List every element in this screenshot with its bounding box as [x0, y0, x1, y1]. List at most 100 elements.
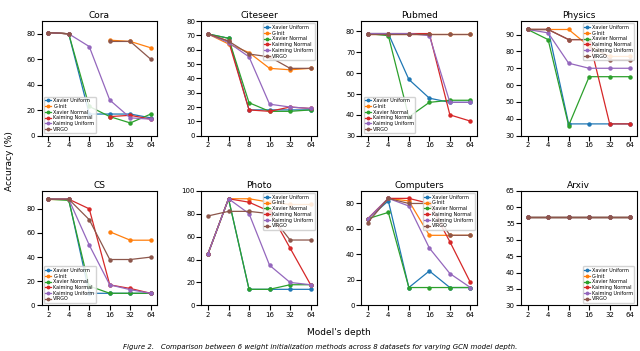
- Xavier Normal: [65, 32, 72, 36]
- Kaiming Normal: [364, 217, 372, 221]
- Xavier Uniform: [286, 108, 294, 112]
- G-Init: [467, 233, 474, 237]
- Xavier Normal: [586, 215, 593, 219]
- VIRGO: [544, 27, 552, 32]
- Xavier Normal: [147, 112, 155, 116]
- Kaiming Normal: [544, 27, 552, 32]
- Xavier Normal: [606, 75, 614, 79]
- Kaiming Normal: [266, 209, 273, 213]
- Xavier Normal: [426, 100, 433, 105]
- Kaiming Uniform: [405, 32, 413, 36]
- Xavier Uniform: [127, 291, 134, 296]
- Line: Kaiming Uniform: Kaiming Uniform: [47, 198, 152, 295]
- Xavier Normal: [106, 291, 113, 296]
- Xavier Uniform: [405, 285, 413, 290]
- G-Init: [204, 32, 212, 36]
- Title: Citeseer: Citeseer: [241, 11, 278, 20]
- VIRGO: [565, 215, 573, 219]
- VIRGO: [586, 215, 593, 219]
- Xavier Uniform: [307, 287, 314, 291]
- Xavier Normal: [225, 36, 232, 40]
- VIRGO: [266, 212, 273, 216]
- Xavier Normal: [467, 285, 474, 290]
- VIRGO: [85, 218, 93, 222]
- Kaiming Normal: [65, 197, 72, 201]
- VIRGO: [627, 215, 634, 219]
- Kaiming Uniform: [127, 287, 134, 292]
- G-Init: [405, 199, 413, 203]
- Xavier Uniform: [544, 215, 552, 219]
- Kaiming Uniform: [544, 215, 552, 219]
- Kaiming Normal: [364, 32, 372, 36]
- Xavier Normal: [544, 215, 552, 219]
- Kaiming Normal: [204, 252, 212, 256]
- Kaiming Normal: [544, 215, 552, 219]
- Xavier Uniform: [524, 215, 531, 219]
- Kaiming Uniform: [364, 217, 372, 221]
- Xavier Normal: [524, 215, 531, 219]
- Xavier Uniform: [266, 108, 273, 112]
- Kaiming Uniform: [586, 215, 593, 219]
- Xavier Normal: [286, 109, 294, 113]
- Xavier Normal: [524, 27, 531, 32]
- Kaiming Uniform: [225, 197, 232, 201]
- Xavier Uniform: [147, 291, 155, 296]
- VIRGO: [385, 32, 392, 36]
- G-Init: [245, 51, 253, 55]
- VIRGO: [204, 214, 212, 218]
- Line: Xavier Normal: Xavier Normal: [366, 32, 472, 119]
- Kaiming Normal: [85, 207, 93, 211]
- G-Init: [524, 215, 531, 219]
- Kaiming Uniform: [405, 204, 413, 208]
- Line: Kaiming Normal: Kaiming Normal: [526, 28, 632, 125]
- Line: G-Init: G-Init: [366, 197, 472, 237]
- Kaiming Uniform: [426, 246, 433, 250]
- Kaiming Normal: [245, 108, 253, 112]
- Xavier Normal: [44, 197, 52, 201]
- Line: Xavier Uniform: Xavier Uniform: [526, 28, 632, 125]
- Xavier Uniform: [446, 100, 454, 105]
- Line: Xavier Normal: Xavier Normal: [207, 197, 312, 291]
- Line: VIRGO: VIRGO: [366, 32, 472, 35]
- G-Init: [307, 203, 314, 207]
- Kaiming Uniform: [586, 66, 593, 70]
- VIRGO: [544, 215, 552, 219]
- Xavier Normal: [565, 215, 573, 219]
- Xavier Normal: [606, 215, 614, 219]
- Line: Kaiming Uniform: Kaiming Uniform: [526, 216, 632, 218]
- G-Init: [204, 252, 212, 256]
- Xavier Normal: [127, 121, 134, 125]
- Xavier Normal: [627, 75, 634, 79]
- Kaiming Normal: [385, 32, 392, 36]
- Line: Kaiming Normal: Kaiming Normal: [366, 32, 472, 122]
- VIRGO: [245, 52, 253, 56]
- Xavier Uniform: [426, 96, 433, 100]
- Kaiming Uniform: [426, 34, 433, 38]
- VIRGO: [627, 58, 634, 62]
- Line: Xavier Normal: Xavier Normal: [47, 198, 152, 295]
- Title: Cora: Cora: [89, 11, 110, 20]
- Kaiming Uniform: [565, 215, 573, 219]
- Xavier Normal: [225, 197, 232, 201]
- Kaiming Uniform: [446, 271, 454, 276]
- Kaiming Normal: [147, 291, 155, 296]
- Xavier Uniform: [65, 197, 72, 201]
- Kaiming Normal: [446, 240, 454, 244]
- Kaiming Normal: [307, 106, 314, 111]
- G-Init: [307, 66, 314, 71]
- Kaiming Normal: [307, 283, 314, 287]
- Kaiming Uniform: [266, 263, 273, 267]
- Xavier Uniform: [364, 217, 372, 221]
- Text: Accuracy (%): Accuracy (%): [5, 132, 14, 191]
- Legend: Xavier Uniform, G-Init, Xavier Normal, Kaiming Normal, Kaiming Uniform, VIRGO: Xavier Uniform, G-Init, Xavier Normal, K…: [263, 24, 315, 60]
- Xavier Uniform: [565, 122, 573, 126]
- Line: Kaiming Normal: Kaiming Normal: [366, 197, 472, 284]
- VIRGO: [364, 32, 372, 36]
- Line: Xavier Normal: Xavier Normal: [366, 211, 472, 289]
- Xavier Uniform: [204, 252, 212, 256]
- Line: Xavier Uniform: Xavier Uniform: [207, 197, 312, 291]
- Line: VIRGO: VIRGO: [526, 216, 632, 218]
- Xavier Normal: [204, 252, 212, 256]
- Line: Xavier Normal: Xavier Normal: [207, 32, 312, 113]
- Kaiming Normal: [586, 215, 593, 219]
